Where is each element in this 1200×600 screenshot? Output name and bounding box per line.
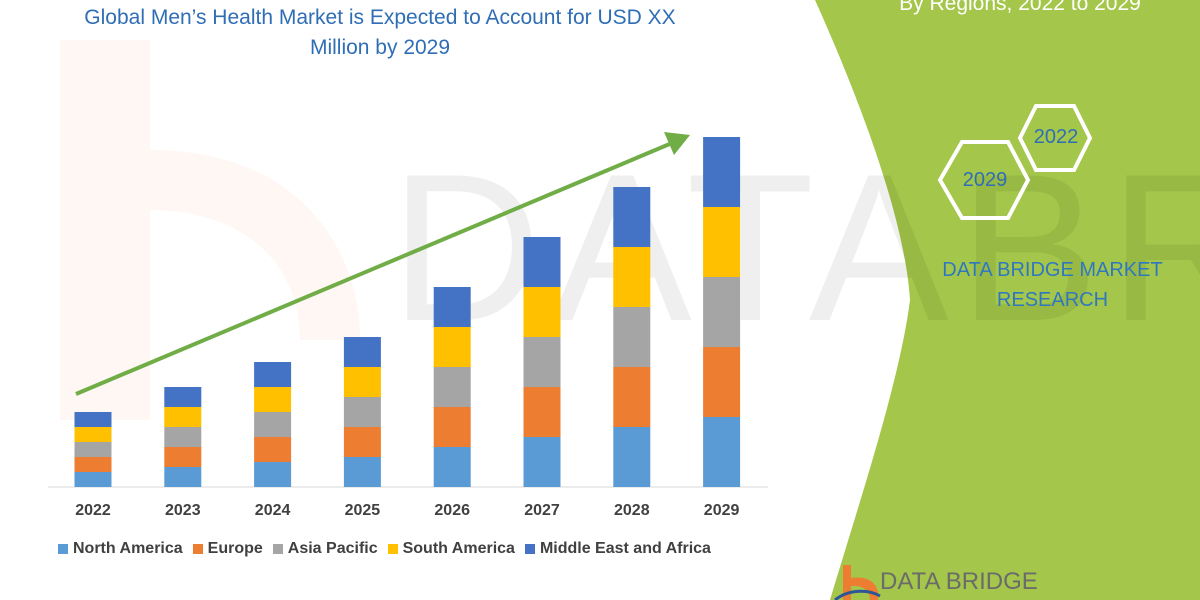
bar-segment-2028-asia-pacific bbox=[613, 307, 651, 367]
bar-segment-2026-asia-pacific bbox=[433, 367, 471, 407]
legend: North America Europe Asia Pacific South Ame… bbox=[58, 540, 711, 558]
hex-label-2022: 2022 bbox=[1033, 126, 1079, 148]
bar-segment-2028-north-america bbox=[613, 427, 651, 487]
bar-segment-2024-north-america bbox=[254, 462, 292, 487]
logo-text: DATA BRIDGE bbox=[880, 568, 1038, 595]
bar-segment-2027-north-america bbox=[523, 437, 561, 487]
bar-segment-2023-south-america bbox=[164, 407, 202, 427]
bar-segment-2023-europe bbox=[164, 447, 202, 467]
brand-line-1: DATA BRIDGE MARKET bbox=[942, 259, 1163, 281]
bar-segment-2022-south-america bbox=[74, 427, 112, 442]
chart-title: Global Men’s Health Market is Expected t… bbox=[84, 6, 676, 59]
bar-segment-2022-europe bbox=[74, 457, 112, 472]
bar-segment-2029-north-america bbox=[703, 417, 741, 487]
bar-segment-2028-middle-east-and-africa bbox=[613, 187, 651, 247]
legend-label: South America bbox=[402, 540, 515, 557]
x-tick-label: 2027 bbox=[524, 502, 560, 519]
x-tick-label: 2029 bbox=[703, 502, 740, 519]
bar-segment-2025-middle-east-and-africa bbox=[343, 337, 381, 367]
x-tick-label: 2022 bbox=[75, 502, 111, 519]
bar-segment-2029-middle-east-and-africa bbox=[703, 137, 741, 207]
bar-segment-2025-asia-pacific bbox=[343, 397, 381, 427]
bar-segment-2028-europe bbox=[613, 367, 651, 427]
legend-swatch bbox=[387, 544, 398, 554]
hex-label-2029: 2029 bbox=[962, 169, 1008, 191]
legend-label: Europe bbox=[207, 540, 263, 557]
legend-label: Middle East and Africa bbox=[539, 540, 711, 557]
bar-segment-2025-north-america bbox=[343, 457, 381, 487]
legend-item: South America bbox=[387, 540, 515, 558]
bar-segment-2026-middle-east-and-africa bbox=[433, 287, 471, 327]
trend-arrow bbox=[75, 132, 690, 396]
x-tick-label: 2023 bbox=[165, 502, 201, 519]
bar-segment-2026-south-america bbox=[433, 327, 471, 367]
legend-item: Europe bbox=[192, 540, 263, 558]
legend-label: North America bbox=[73, 540, 183, 557]
bar-segment-2024-middle-east-and-africa bbox=[254, 362, 292, 387]
bar-segment-2026-europe bbox=[433, 407, 471, 447]
x-tick-label: 2026 bbox=[434, 502, 470, 519]
bar-segment-2027-south-america bbox=[523, 287, 561, 337]
x-tick-label: 2024 bbox=[254, 502, 291, 519]
bar-segment-2027-middle-east-and-africa bbox=[523, 237, 561, 287]
bar-segment-2027-asia-pacific bbox=[523, 337, 561, 387]
bar-segment-2022-middle-east-and-africa bbox=[74, 412, 112, 427]
legend-swatch bbox=[272, 544, 283, 554]
legend-item: Middle East and Africa bbox=[524, 540, 711, 558]
legend-swatch bbox=[58, 544, 68, 554]
legend-swatch bbox=[192, 544, 203, 554]
legend-item: Asia Pacific bbox=[272, 540, 378, 558]
bar-segment-2022-north-america bbox=[74, 472, 112, 487]
bar-segment-2023-north-america bbox=[164, 467, 202, 487]
x-tick-label: 2025 bbox=[344, 502, 381, 519]
hexagon-2029 bbox=[937, 140, 1031, 220]
bar-segment-2029-south-america bbox=[703, 207, 741, 277]
brand-text: DATA BRIDGE MARKET RESEARCH bbox=[925, 255, 1180, 315]
bar-segment-2023-middle-east-and-africa bbox=[164, 387, 202, 407]
legend-item: North America bbox=[58, 540, 183, 558]
bar-segment-2022-asia-pacific bbox=[74, 442, 112, 457]
chart-subtitle: By Regions, 2022 to 2029 bbox=[899, 0, 1141, 15]
legend-label: Asia Pacific bbox=[287, 540, 378, 557]
bar-segment-2024-europe bbox=[254, 437, 292, 462]
legend-swatch bbox=[524, 544, 535, 554]
bar-segment-2025-south-america bbox=[343, 367, 381, 397]
bar-segment-2027-europe bbox=[523, 387, 561, 437]
bar-segment-2026-north-america bbox=[433, 447, 471, 487]
logo-icon bbox=[834, 565, 881, 600]
bar-segment-2029-asia-pacific bbox=[703, 277, 741, 347]
green-side-panel bbox=[815, 0, 1200, 600]
bar-segment-2023-asia-pacific bbox=[164, 427, 202, 447]
hexagon-2022 bbox=[1017, 104, 1093, 172]
bar-segment-2025-europe bbox=[343, 427, 381, 457]
watermark-logo bbox=[60, 40, 360, 420]
x-tick-label: 2028 bbox=[614, 502, 650, 519]
bar-segment-2024-south-america bbox=[254, 387, 292, 412]
bar-segment-2029-europe bbox=[703, 347, 741, 417]
brand-line-2: RESEARCH bbox=[996, 289, 1109, 311]
bar-segment-2028-south-america bbox=[613, 247, 651, 307]
bar-segment-2024-asia-pacific bbox=[254, 412, 292, 437]
